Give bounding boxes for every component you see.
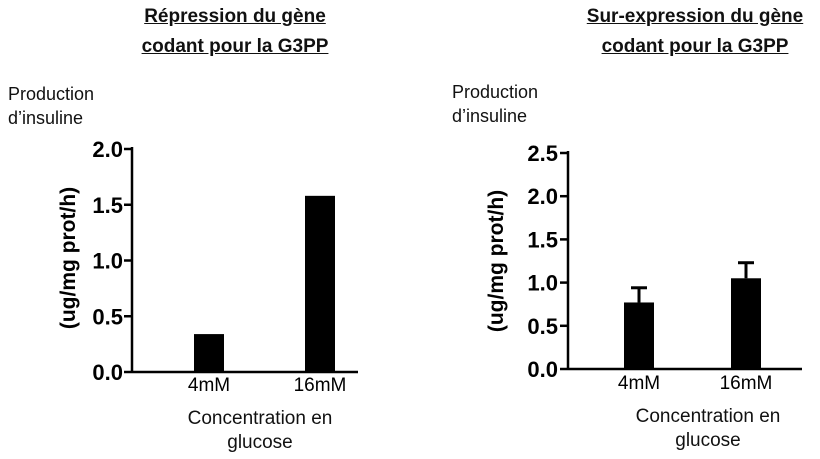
y-tick-label: 2.0 (92, 137, 123, 162)
production-label: Production d’insuline (8, 82, 94, 130)
y-axis-label: (ug/mg prot/h) (57, 187, 80, 329)
y-tick-label: 2.5 (527, 141, 558, 166)
category-label: 4mM (618, 373, 660, 394)
category-label: 16mM (720, 373, 773, 394)
y-axis-label: (ug/mg prot/h) (485, 190, 508, 332)
x-axis-label: Concentration en glucose (598, 405, 818, 453)
y-tick-label: 1.5 (527, 227, 558, 252)
x-axis-label-line-2: glucose (227, 432, 293, 453)
bar-4mM (624, 302, 654, 369)
x-axis-label-line-2: glucose (675, 430, 741, 451)
production-label-line-1: Production (452, 82, 539, 102)
chart-title-line-1: Répression du gène (144, 6, 326, 27)
bar-chart-repression: 0.0 0.5 1.0 1.5 2.0 (ug/mg prot/h) 4mM 16mM (57, 137, 358, 396)
chart-title: Répression du gène codant pour la G3PP (105, 2, 365, 62)
y-tick-label: 1.0 (527, 271, 558, 296)
x-axis-label: Concentration en glucose (150, 407, 370, 455)
bar-16mM (305, 195, 335, 372)
chart-title-line-2: codant pour la G3PP (141, 36, 329, 57)
y-tick-label: 0.0 (527, 357, 558, 382)
y-tick-label: 0.5 (527, 314, 558, 339)
y-tick-label: 1.0 (92, 249, 123, 274)
bar-4mM (194, 334, 224, 372)
category-label: 16mM (294, 375, 347, 396)
production-label-line-2: d’insuline (8, 108, 84, 128)
chart-title-line-2: codant pour la G3PP (601, 36, 789, 57)
y-tick-label: 1.5 (92, 193, 123, 218)
chart-title: Sur-expression du gène codant pour la G3… (565, 2, 820, 62)
chart-panel-repression: Répression du gène codant pour la G3PP P… (8, 2, 370, 455)
chart-title-line-1: Sur-expression du gène (586, 6, 804, 27)
x-axis-label-line-1: Concentration en (635, 406, 781, 427)
x-axis-label-line-1: Concentration en (187, 408, 333, 429)
chart-panel-surexpression: Sur-expression du gène codant pour la G3… (410, 0, 820, 459)
y-tick-label: 0.5 (92, 304, 123, 329)
production-label-line-1: Production (8, 84, 95, 104)
y-tick-label: 0.0 (92, 360, 123, 385)
bar-16mM (731, 278, 761, 369)
production-label: Production d’insuline (452, 80, 538, 128)
bar-chart-surexpression: 0.0 0.5 1.0 1.5 2.0 2.5 (ug/mg prot/h) 4mM 16mM (485, 141, 802, 394)
category-label: 4mM (188, 375, 230, 396)
production-label-line-2: d’insuline (452, 106, 528, 126)
y-tick-label: 2.0 (527, 184, 558, 209)
